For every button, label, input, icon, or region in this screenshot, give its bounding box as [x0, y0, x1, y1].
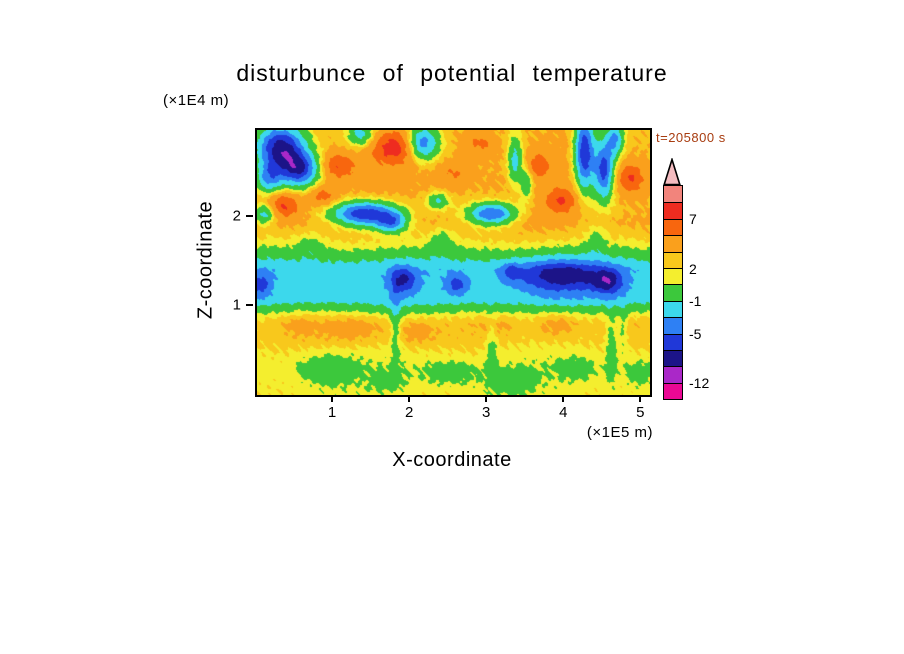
x-tick-label: 3: [482, 404, 491, 421]
time-annotation: t=205800 s: [656, 130, 726, 145]
colorbar-label: -1: [689, 293, 702, 310]
colorbar-label: -5: [689, 326, 702, 343]
colorbar-band: [664, 284, 682, 301]
chart-title: disturbunce of potential temperature: [236, 60, 668, 86]
y-tick-mark: [246, 303, 253, 306]
colorbar-band: [664, 300, 682, 318]
colorbar-band: [664, 251, 682, 268]
x-tick-label: 1: [327, 404, 337, 421]
colorbar-band: [664, 218, 682, 236]
x-tick-label: 4: [559, 404, 568, 421]
contour-canvas: [257, 130, 650, 395]
plot-frame: [255, 128, 652, 397]
y-tick-mark: [246, 215, 253, 218]
colorbar-band: [664, 382, 682, 400]
y-axis-label: Z-coordinate: [194, 200, 217, 320]
colorbar: 7 2 -1 -5 -12: [663, 158, 723, 418]
colorbar-label: -12: [689, 375, 710, 392]
colorbar-band: [664, 186, 682, 203]
x-tick-label: 5: [636, 404, 645, 421]
colorbar-band: [664, 235, 682, 252]
y-tick-label: 2: [232, 207, 241, 225]
y-axis-unit: (×1E4 m): [163, 92, 230, 109]
colorbar-bands: [663, 185, 683, 401]
colorbar-band: [664, 267, 682, 285]
x-axis-unit: (×1E5 m): [586, 424, 653, 441]
x-axis-label: X-coordinate: [392, 449, 512, 471]
colorbar-band: [664, 202, 682, 219]
colorbar-band: [664, 349, 682, 367]
x-tick-label: 2: [404, 404, 414, 421]
colorbar-label: 2: [689, 260, 697, 277]
colorbar-arrow-icon: [663, 158, 681, 185]
colorbar-label: 7: [689, 211, 697, 228]
y-tick-label: 1: [232, 296, 241, 314]
colorbar-band: [664, 317, 682, 334]
colorbar-band: [664, 333, 682, 350]
colorbar-band: [664, 366, 682, 383]
